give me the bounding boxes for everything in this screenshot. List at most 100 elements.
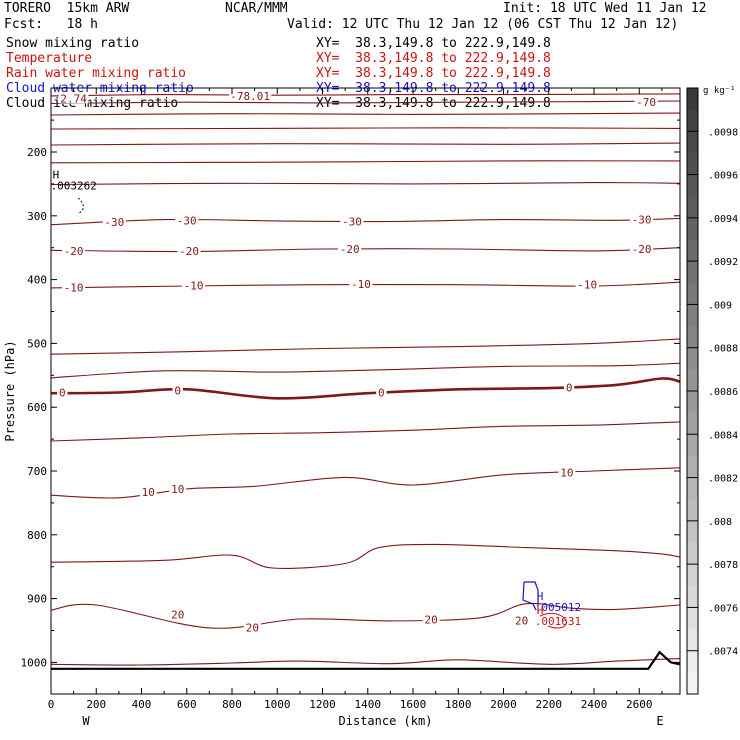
colorbar-label-6: .0086: [708, 387, 738, 398]
isotherm-line-6: [51, 182, 680, 186]
isotherm-label-bg-9: [629, 242, 654, 254]
terrain-surface-line: [51, 650, 681, 670]
isotherm-line-4: [51, 142, 680, 146]
colorbar-swatch-6: [687, 217, 698, 240]
isotherm-label-6: -20: [64, 245, 84, 258]
isotherm-label-18: 10: [142, 486, 155, 499]
high-marker-symbol-1: H: [537, 590, 544, 603]
isotherm-label-bg-20: [558, 466, 576, 478]
x-axis-label: Distance (km): [339, 714, 433, 728]
isotherm-label-22: 20: [246, 621, 259, 634]
x-tick-label-6: 1200: [309, 698, 336, 711]
field-name-cloud-water: Cloud water mixing ratio: [6, 81, 194, 96]
snow-small-contour: [77, 197, 84, 214]
center-title: NCAR/MMM: [225, 1, 288, 16]
init-time: Init: 18 UTC Wed 11 Jan 12: [503, 1, 707, 16]
isotherm-line-11: [51, 362, 680, 379]
isotherm-label-bg-14: [57, 386, 68, 398]
isotherm-line-13: [51, 421, 680, 442]
colorbar-label-12: .0074: [708, 647, 738, 658]
isotherm-label-24: 20: [515, 614, 528, 627]
forecast-hour: Fcst: 18 h: [4, 17, 98, 32]
colorbar-swatch-27: [687, 672, 698, 695]
y-tick-label-1: 300: [27, 210, 47, 223]
colorbar-label-11: .0076: [708, 603, 738, 614]
isotherm-label-bg-13: [575, 278, 599, 290]
isotherm-label-5: -30: [632, 214, 652, 227]
colorbar-label-4: .009: [708, 300, 732, 311]
x-tick-label-4: 800: [222, 698, 242, 711]
colorbar-swatch-9: [687, 282, 698, 305]
x-tick-label-8: 1600: [400, 698, 427, 711]
colorbar-swatch-22: [687, 564, 698, 587]
isotherm-label-19: 10: [171, 483, 184, 496]
colorbar-swatch-20: [687, 520, 698, 543]
y-tick-label-8: 1000: [21, 656, 48, 669]
colorbar-label-0: .0098: [708, 127, 738, 138]
isotherm-line-5: [51, 160, 680, 164]
colorbar-swatch-21: [687, 542, 698, 565]
terrain-surface-layer: [51, 650, 681, 670]
isotherm-label-4: -30: [342, 216, 362, 229]
field-xy-temperature: XY= 38.3,149.8 to 222.9,149.8: [316, 51, 551, 66]
isotherm-label-bg-6: [62, 244, 86, 256]
x-tick-label-2: 400: [132, 698, 152, 711]
isotherm-label-bg-12: [349, 278, 373, 290]
x-tick-label-12: 2400: [581, 698, 608, 711]
field-xy-cloud-ice: XY= 38.3,149.8 to 222.9,149.8: [316, 96, 551, 111]
colorbar-swatch-8: [687, 261, 698, 284]
colorbar-swatch-7: [687, 239, 698, 262]
isotherm-line-1: [51, 100, 680, 105]
isotherm-label-bg-19: [169, 482, 187, 494]
colorbar-swatch-3: [687, 152, 698, 176]
colorbar-label-8: .0082: [708, 474, 738, 485]
colorbar-label-5: .0088: [708, 344, 738, 355]
colorbar-swatch-4: [687, 174, 698, 197]
isotherm-label-1: -70: [636, 96, 656, 109]
isotherm-label-10: -10: [64, 281, 84, 294]
x-tick-label-3: 600: [177, 698, 197, 711]
colorbar-swatch-12: [687, 347, 698, 370]
colorbar: .0098 .0096 .0094 .0092 .009 .0088 .0086 .0084.…: [686, 86, 738, 695]
isotherm-label-bg-4: [340, 215, 364, 227]
colorbar-swatch-1: [687, 109, 698, 132]
x-tick-label-0: 0: [48, 698, 55, 711]
isotherm-label-bg-21: [169, 608, 187, 620]
model-title: TORERO 15km ARW: [4, 1, 130, 16]
isotherm-label-21: 20: [171, 609, 184, 622]
x-tick-label-11: 2200: [536, 698, 563, 711]
isotherm-label-bg-0: [228, 89, 272, 101]
isotherm-label-23: 20: [424, 614, 437, 627]
isotherm-label-bg-16: [376, 386, 387, 398]
isotherm-label-bg-3: [175, 214, 199, 226]
y-tick-label-5: 700: [27, 465, 47, 478]
isotherm-label-bg-1: [634, 96, 658, 108]
x-tick-label-7: 1400: [355, 698, 382, 711]
isotherm-label-3: -30: [177, 214, 197, 227]
isotherm-label-bg-11: [181, 279, 206, 291]
colorbar-swatch-17: [687, 455, 698, 479]
colorbar-swatch-10: [687, 304, 698, 327]
isotherm-line-10: [51, 338, 680, 355]
plot-frame: [50, 87, 681, 695]
x-tick-label-13: 2600: [626, 698, 653, 711]
isotherm-label-15: 0: [174, 385, 181, 398]
high-marker-value-2: .001631: [535, 615, 581, 628]
colorbar-swatch-19: [687, 499, 698, 522]
y-tick-label-7: 900: [27, 593, 47, 606]
isotherm-line-12: [51, 377, 680, 400]
colorbar-label-9: .008: [708, 517, 732, 528]
isotherm-label-2: -30: [104, 216, 124, 229]
colorbar-swatch-2: [687, 131, 698, 154]
colorbar-label-7: .0084: [708, 430, 738, 441]
field-xy-rain: XY= 38.3,149.8 to 222.9,149.8: [316, 66, 551, 81]
isotherm-label-bg-8: [338, 242, 362, 254]
isotherm-label-8: -20: [340, 243, 360, 256]
valid-time: Valid: 12 UTC Thu 12 Jan 12 (06 CST Thu …: [287, 17, 679, 32]
y-tick-label-2: 400: [27, 274, 47, 287]
rain-water-contour: [539, 612, 567, 629]
y-axis-label: Pressure (hPa): [3, 340, 17, 441]
isotherm-line-17: [51, 658, 680, 666]
